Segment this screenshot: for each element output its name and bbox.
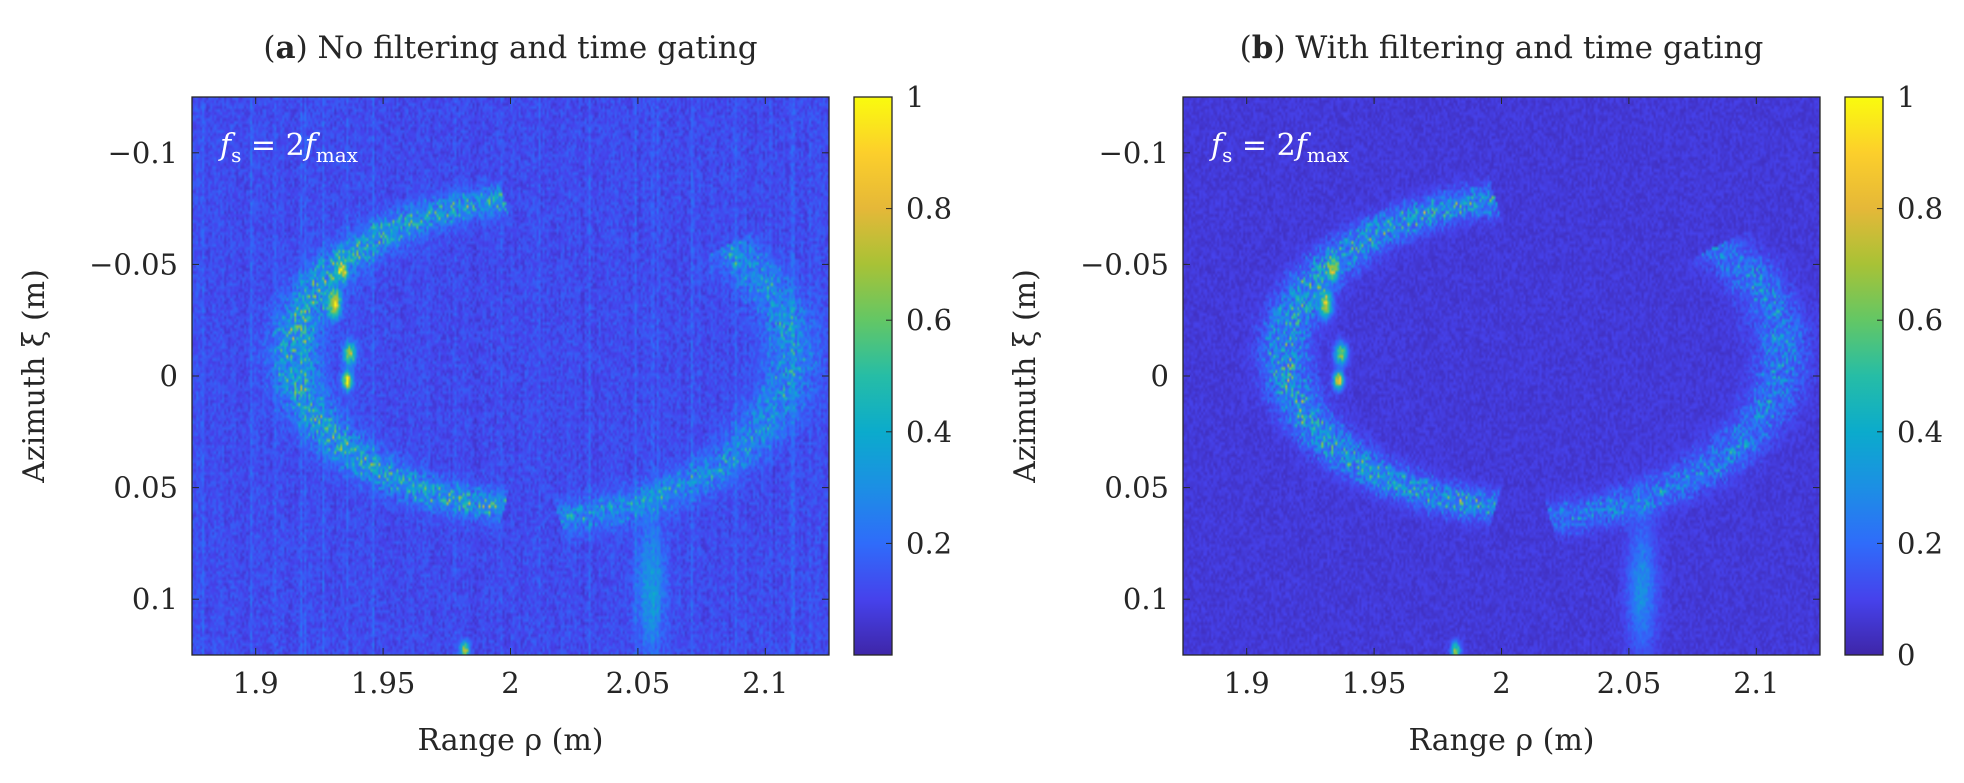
colorbar-tick-label: 1 xyxy=(906,80,924,114)
colorbar-tick-label: 0 xyxy=(1897,638,1915,672)
annotation-sub: s xyxy=(1222,143,1232,167)
annotation: fs = 2fmax xyxy=(1209,128,1350,167)
y-tick-label: 0.1 xyxy=(132,582,178,616)
panel-b: 1.9 1.95 2 2.05 2.1 −0.1 −0.05 0 0.05 0.1 (b) With… xyxy=(1008,30,1943,758)
heatmap-image xyxy=(1183,97,1820,655)
annotation-eq: = 2 xyxy=(241,128,304,163)
annotation-sub: s xyxy=(231,143,241,167)
colorbar-tick-label: 0.6 xyxy=(906,303,952,337)
y-tick-label: 0 xyxy=(160,359,178,393)
x-tick-label: 1.9 xyxy=(1224,666,1270,700)
panel-title-text: With filtering and time gating xyxy=(1295,30,1763,66)
y-tick-label: −0.1 xyxy=(108,136,178,170)
panel-title: (b) With filtering and time gating xyxy=(1240,30,1764,66)
x-tick-label: 2.05 xyxy=(1597,666,1662,700)
colorbar-tick-label: 0.6 xyxy=(1897,303,1943,337)
x-tick-label: 2 xyxy=(1492,666,1510,700)
colorbar-tick-label: 0.8 xyxy=(1897,192,1943,226)
panel-title: (a) No filtering and time gating xyxy=(263,30,757,66)
panel-label: ( xyxy=(263,30,275,66)
x-tick-label: 1.95 xyxy=(1342,666,1407,700)
y-tick-label: 0.1 xyxy=(1123,582,1169,616)
x-tick-label: 2.1 xyxy=(742,666,788,700)
panel-a: 1.9 1.95 2 2.05 2.1 −0.1 −0.05 0 0.05 0.1 (a) No f… xyxy=(17,30,952,758)
colorbar-tick-label: 0.4 xyxy=(906,415,952,449)
x-tick-label: 2.1 xyxy=(1733,666,1779,700)
colorbar-tick-label: 0.8 xyxy=(906,192,952,226)
y-tick-label: −0.05 xyxy=(1080,247,1169,281)
colorbar-tick-label: 0.2 xyxy=(906,526,952,560)
y-axis-label: Azimuth ξ (m) xyxy=(1008,269,1043,484)
x-axis-label: Range ρ (m) xyxy=(417,723,603,758)
x-axis-label: Range ρ (m) xyxy=(1408,723,1594,758)
heatmap-image xyxy=(192,97,829,655)
annotation: fs = 2fmax xyxy=(218,128,359,167)
y-tick-label: 0 xyxy=(1151,359,1169,393)
panel-label-close: ) xyxy=(1273,30,1295,66)
colorbar xyxy=(1844,96,1884,656)
x-tick-label: 1.9 xyxy=(233,666,279,700)
panel-label: ( xyxy=(1240,30,1252,66)
panel-label-close: ) xyxy=(296,30,318,66)
panel-label-letter: a xyxy=(276,30,296,66)
y-tick-label: −0.05 xyxy=(89,247,178,281)
colorbar-tick-label: 1 xyxy=(1897,80,1915,114)
colorbar xyxy=(853,96,893,656)
annotation-sub2: max xyxy=(316,143,359,167)
y-tick-label: 0.05 xyxy=(113,471,178,505)
panel-label-letter: b xyxy=(1252,30,1274,66)
y-axis-label: Azimuth ξ (m) xyxy=(17,269,52,484)
y-tick-label: −0.1 xyxy=(1099,136,1169,170)
annotation-sub2: max xyxy=(1307,143,1350,167)
panel-title-text: No filtering and time gating xyxy=(318,30,758,66)
annotation-eq: = 2 xyxy=(1232,128,1295,163)
x-tick-label: 2.05 xyxy=(606,666,671,700)
colorbar-tick-label: 0.4 xyxy=(1897,415,1943,449)
y-tick-label: 0.05 xyxy=(1104,471,1169,505)
x-tick-label: 2 xyxy=(501,666,519,700)
colorbar-tick-label: 0.2 xyxy=(1897,526,1943,560)
x-tick-label: 1.95 xyxy=(351,666,416,700)
